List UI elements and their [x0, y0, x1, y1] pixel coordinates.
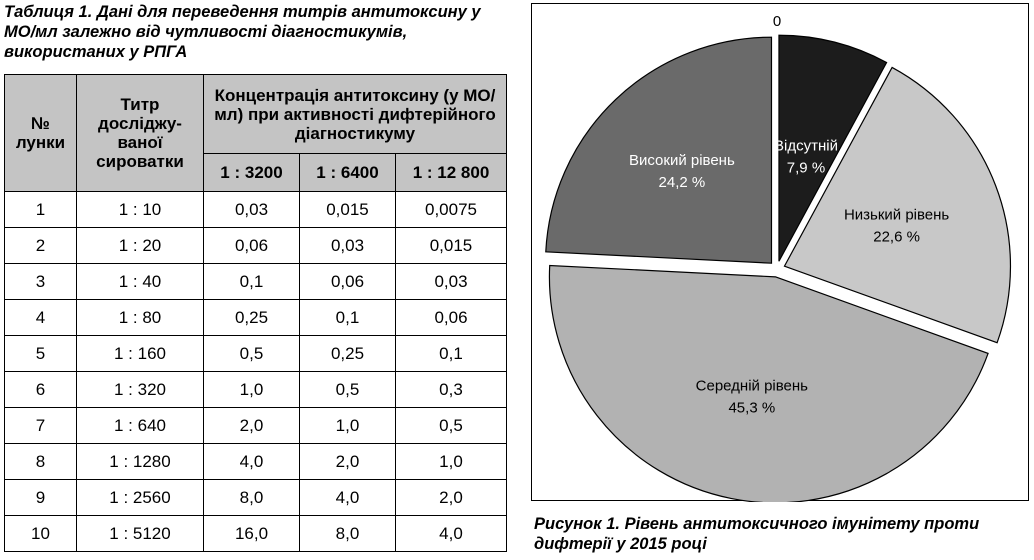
header-well: № лунки [4, 74, 77, 192]
table-cell: 3 [4, 263, 77, 300]
table-cell: 0,015 [299, 191, 396, 228]
slice-label: Відсутній [774, 138, 838, 155]
header-titer: Титр досліджу-ваної сироватки [76, 74, 204, 192]
pie-chart: Відсутній 7,9 % Низький рівень 22,6 % Середн… [545, 13, 1012, 502]
table-cell: 1 : 640 [76, 407, 204, 444]
table-cell: 0,06 [395, 299, 507, 336]
table-caption: Таблиця 1. Дані для переведення титрів а… [4, 2, 504, 62]
table-cell: 0,3 [395, 371, 507, 408]
table-cell: 2,0 [395, 479, 507, 516]
slice-value-label: 24,2 % [659, 174, 706, 191]
table-cell: 0,5 [395, 407, 507, 444]
pie-slice [783, 66, 1012, 344]
slice-label: Низький рівень [844, 206, 949, 223]
table-cell: 1 : 80 [76, 299, 204, 336]
table-cell: 1 : 160 [76, 335, 204, 372]
table-cell: 2,0 [299, 443, 396, 480]
table-cell: 1 : 40 [76, 263, 204, 300]
table-cell: 4,0 [203, 443, 300, 480]
table-cell: 0,06 [203, 227, 300, 264]
pie-slice [545, 36, 773, 264]
table-cell: 2,0 [203, 407, 300, 444]
table-cell: 6 [4, 371, 77, 408]
header-activity-1: 1 : 3200 [203, 153, 300, 192]
figure-caption-label: Рисунок 1. [534, 515, 620, 533]
header-activity-2: 1 : 6400 [299, 153, 396, 192]
table-cell: 1,0 [203, 371, 300, 408]
table-cell: 8,0 [299, 515, 396, 552]
pie-chart-frame: Відсутній 7,9 % Низький рівень 22,6 % Середн… [531, 3, 1029, 502]
table-row: 10 1 : 5120 16,0 8,0 4,0 [4, 515, 507, 552]
table-cell: 7 [4, 407, 77, 444]
table-cell: 2 [4, 227, 77, 264]
table-cell: 8,0 [203, 479, 300, 516]
pie-slice [778, 34, 888, 262]
table-cell: 1 : 5120 [76, 515, 204, 552]
pie-slice [548, 264, 989, 502]
header-activity-3: 1 : 12 800 [395, 153, 507, 192]
table-cell: 8 [4, 443, 77, 480]
titer-table: № лунки Титр досліджу-ваної сироватки Ко… [4, 74, 507, 552]
slice-value-label: 22,6 % [873, 228, 920, 245]
table-cell: 0,25 [299, 335, 396, 372]
table-caption-text: Дані для переведення титрів антитоксину … [4, 3, 481, 61]
table-cell: 0,5 [203, 335, 300, 372]
table-cell: 0,5 [299, 371, 396, 408]
table-cell: 9 [4, 479, 77, 516]
table-cell: 0,25 [203, 299, 300, 336]
table-caption-label: Таблиця 1. [4, 3, 93, 21]
table-cell: 1,0 [299, 407, 396, 444]
table-cell: 1 : 1280 [76, 443, 204, 480]
table-cell: 0,03 [395, 263, 507, 300]
table-cell: 0,1 [299, 299, 396, 336]
table-cell: 0,0075 [395, 191, 507, 228]
slice-value-label: 45,3 % [728, 400, 775, 417]
figure-caption: Рисунок 1. Рівень антитоксичного імуніте… [534, 514, 1032, 554]
table-cell: 16,0 [203, 515, 300, 552]
zero-label: 0 [773, 13, 781, 30]
slice-label: Середній рівень [696, 378, 809, 395]
table-cell: 10 [4, 515, 77, 552]
table-cell: 1 : 20 [76, 227, 204, 264]
table-cell: 4,0 [395, 515, 507, 552]
header-concentration: Концентрація антитоксину (у МО/мл) при а… [203, 74, 507, 154]
slice-label: Високий рівень [629, 152, 735, 169]
table-cell: 1,0 [395, 443, 507, 480]
table-cell: 1 : 10 [76, 191, 204, 228]
table-cell: 1 : 320 [76, 371, 204, 408]
table-cell: 0,03 [203, 191, 300, 228]
table-cell: 0,015 [395, 227, 507, 264]
table-cell: 1 : 2560 [76, 479, 204, 516]
table-cell: 0,03 [299, 227, 396, 264]
table-cell: 4,0 [299, 479, 396, 516]
table-cell: 0,06 [299, 263, 396, 300]
table-cell: 0,1 [395, 335, 507, 372]
table-cell: 1 [4, 191, 77, 228]
slice-value-label: 7,9 % [787, 160, 825, 177]
figure-caption-text: Рівень антитоксичного імунітету проти ди… [534, 515, 980, 553]
table-cell: 0,1 [203, 263, 300, 300]
table-cell: 5 [4, 335, 77, 372]
table-cell: 4 [4, 299, 77, 336]
